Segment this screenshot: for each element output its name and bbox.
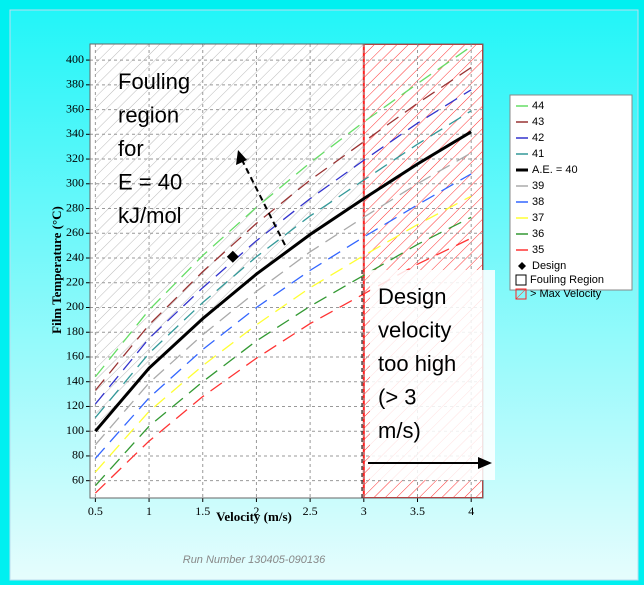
- annotation-box: [370, 270, 495, 480]
- y-tick-label: 120: [66, 398, 84, 412]
- y-tick-label: 280: [66, 200, 84, 214]
- x-tick-label: 3: [361, 504, 367, 518]
- legend-label: 44: [532, 100, 544, 112]
- series-line: [94, 89, 472, 405]
- annotation: velocity: [378, 317, 451, 342]
- y-tick-label: 100: [66, 423, 84, 437]
- annotation: (> 3: [378, 384, 417, 409]
- legend-label: A.E. = 40: [532, 164, 578, 176]
- legend-label: 36: [532, 228, 544, 240]
- arrow: [241, 159, 286, 246]
- y-tick-label: 320: [66, 151, 84, 165]
- y-tick-label: 200: [66, 299, 84, 313]
- series-line: [94, 45, 472, 378]
- annotation: E = 40: [118, 169, 182, 194]
- y-tick-label: 380: [66, 77, 84, 91]
- annotation: too high: [378, 351, 456, 376]
- series-line: [94, 237, 472, 494]
- legend-swatch: [515, 288, 527, 300]
- x-axis-label: Velocity (m/s): [216, 509, 292, 524]
- y-tick-label: 180: [66, 324, 84, 338]
- series-line: [94, 152, 472, 446]
- y-axis-label: Film Temperature (°C): [49, 206, 64, 334]
- legend-label: 37: [532, 212, 544, 224]
- series-line: [94, 195, 472, 473]
- series-line: [94, 66, 472, 391]
- annotation: kJ/mol: [118, 203, 182, 228]
- series-line: [94, 173, 472, 459]
- x-tick-label: 3.5: [410, 504, 425, 518]
- x-tick-label: 1: [146, 504, 152, 518]
- legend-label: Design: [532, 260, 566, 272]
- x-tick-label: 2: [253, 504, 259, 518]
- design-point: [226, 250, 239, 263]
- legend-swatch: [518, 262, 526, 270]
- annotation: for: [118, 136, 144, 161]
- series-line: [94, 110, 472, 419]
- annotation: region: [118, 102, 179, 127]
- legend-label: 39: [532, 180, 544, 192]
- legend: [509, 94, 633, 291]
- series-line: [94, 130, 472, 433]
- annotation: Fouling: [118, 69, 190, 94]
- y-tick-label: 360: [66, 101, 84, 115]
- legend-label: 42: [532, 132, 544, 144]
- y-tick-label: 300: [66, 176, 84, 190]
- y-tick-label: 60: [72, 472, 84, 486]
- annotation: m/s): [378, 418, 421, 443]
- x-tick-label: 1.5: [195, 504, 210, 518]
- legend-label: Fouling Region: [530, 274, 604, 286]
- annotation: Design: [378, 284, 446, 309]
- series-line: [94, 216, 472, 487]
- legend-label: > Max Velocity: [530, 288, 602, 300]
- y-tick-label: 160: [66, 349, 84, 363]
- y-tick-label: 220: [66, 275, 84, 289]
- legend-label: 35: [532, 244, 544, 256]
- y-tick-label: 260: [66, 225, 84, 239]
- arrow-head: [236, 150, 247, 165]
- x-tick-label: 2.5: [303, 504, 318, 518]
- y-tick-label: 80: [72, 448, 84, 462]
- legend-swatch: [515, 274, 527, 286]
- y-tick-label: 400: [66, 52, 84, 66]
- legend-label: 41: [532, 148, 544, 160]
- x-tick-label: 0.5: [88, 504, 103, 518]
- legend-label: 43: [532, 116, 544, 128]
- x-tick-label: 4: [468, 504, 474, 518]
- y-tick-label: 240: [66, 250, 84, 264]
- y-tick-label: 140: [66, 373, 84, 387]
- footer: Run Number 130405-090136: [183, 554, 326, 566]
- y-tick-label: 340: [66, 126, 84, 140]
- arrow-head: [478, 457, 492, 469]
- fouling-region: [95, 44, 364, 432]
- legend-label: 38: [532, 196, 544, 208]
